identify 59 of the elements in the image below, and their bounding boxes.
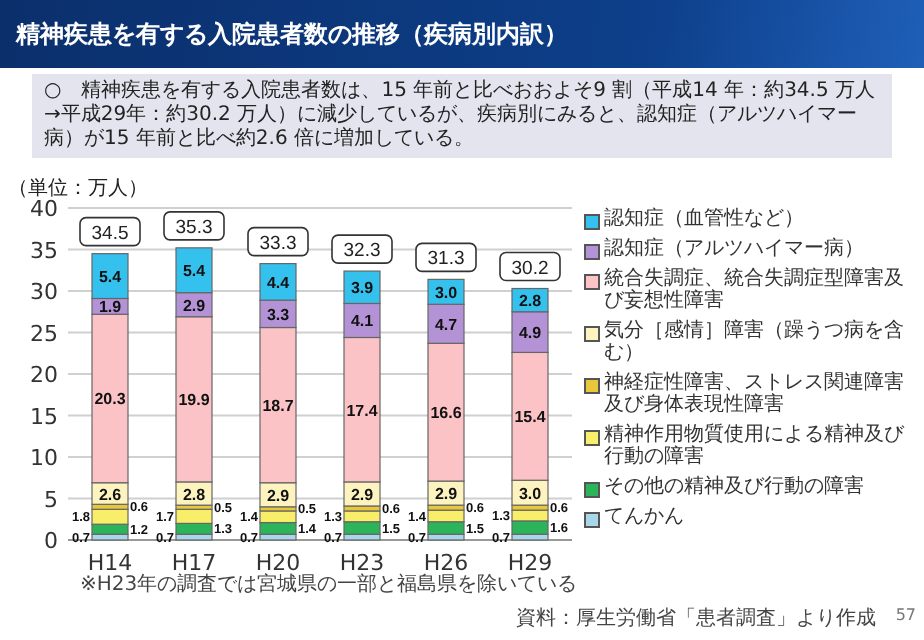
x-tick-label: H29 bbox=[507, 550, 553, 576]
data-label: 15.4 bbox=[514, 408, 547, 427]
data-label: 3.0 bbox=[434, 283, 459, 302]
data-label: 20.3 bbox=[94, 390, 127, 409]
data-label: 2.9 bbox=[266, 486, 291, 505]
data-label: 5.4 bbox=[98, 268, 123, 287]
text: ※H23年の調査では宮城県の一部と福島県を除いている bbox=[80, 571, 578, 598]
total-label: 34.5 bbox=[91, 222, 129, 245]
total-label: 33.3 bbox=[259, 232, 297, 255]
legend-label: 精神作用物質使用による精神及び行動の障害 bbox=[604, 424, 904, 468]
data-label: 4.9 bbox=[518, 324, 543, 343]
data-label: 4.7 bbox=[434, 315, 459, 334]
data-label: 3.9 bbox=[350, 279, 375, 298]
y-tick-label: 5 bbox=[44, 486, 58, 513]
data-label: 3.3 bbox=[266, 305, 291, 324]
chart-title: 精神疾患を有する入院患者数の推移（疾病別内訳） bbox=[16, 18, 568, 52]
total-label: 35.3 bbox=[175, 216, 213, 239]
data-label: 2.9 bbox=[182, 296, 207, 315]
data-label: 2.8 bbox=[518, 292, 543, 311]
legend-label: 認知症（アルツハイマー病） bbox=[604, 238, 864, 260]
y-axis-title: （単位：万人） bbox=[8, 176, 148, 200]
y-tick-label: 15 bbox=[30, 403, 58, 430]
legend-label: 統合失調症、統合失調症型障害及び妄想性障害 bbox=[604, 268, 904, 312]
data-label: 2.9 bbox=[434, 485, 459, 504]
data-label: 2.9 bbox=[350, 485, 375, 504]
legend-label: 認知症（血管性など） bbox=[604, 208, 804, 230]
data-label: 2.8 bbox=[182, 485, 207, 504]
y-tick-label: 35 bbox=[30, 237, 58, 264]
y-tick-label: 40 bbox=[30, 196, 58, 222]
data-label: 17.4 bbox=[346, 401, 379, 420]
y-tick-label: 10 bbox=[30, 445, 58, 471]
y-tick-label: 25 bbox=[30, 320, 58, 347]
text: 資料：厚生労働省「患者調査」より作成 bbox=[516, 605, 876, 632]
legend-label: 神経症性障害、ストレス関連障害及び身体表現性障害 bbox=[604, 372, 904, 416]
data-label: 16.6 bbox=[430, 404, 463, 423]
total-label: 32.3 bbox=[343, 240, 381, 263]
x-tick-label: H23 bbox=[339, 550, 385, 576]
data-label: 19.9 bbox=[178, 391, 211, 410]
total-label: 31.3 bbox=[427, 248, 465, 271]
x-tick-label: H17 bbox=[171, 550, 217, 576]
y-tick-label: 30 bbox=[30, 279, 58, 305]
data-label: 4.1 bbox=[350, 312, 375, 331]
legend-label: 気分［感情］障害（躁うつ病を含む） bbox=[604, 320, 904, 364]
data-label: 5.4 bbox=[182, 262, 207, 281]
data-label: 1.9 bbox=[98, 298, 123, 317]
x-tick-label: H20 bbox=[255, 550, 301, 576]
chart-subtitle: ○ 精神疾患を有する入院患者数は、15 年前と比べおおよそ9 割（平成14 年：約34.5 万人→平成29年：約30.2 万人）に減少しているが、疾病別にみると、認知症（アルツハイマー病）が15 年前と比べ約2.6 倍に増加している。 bbox=[32, 74, 892, 158]
data-label: 4.4 bbox=[266, 273, 291, 292]
data-label: 3.0 bbox=[518, 484, 543, 503]
total-label: 30.2 bbox=[511, 257, 549, 280]
data-label: 18.7 bbox=[262, 397, 295, 416]
y-tick-label: 0 bbox=[44, 528, 58, 554]
x-tick-label: H14 bbox=[87, 550, 133, 576]
y-tick-label: 20 bbox=[30, 362, 58, 388]
legend-label: てんかん bbox=[604, 506, 684, 528]
legend-label: その他の精神及び行動の障害 bbox=[604, 476, 864, 498]
data-label: 2.6 bbox=[98, 485, 123, 504]
text: 57 bbox=[895, 606, 916, 624]
x-tick-label: H26 bbox=[423, 550, 469, 576]
